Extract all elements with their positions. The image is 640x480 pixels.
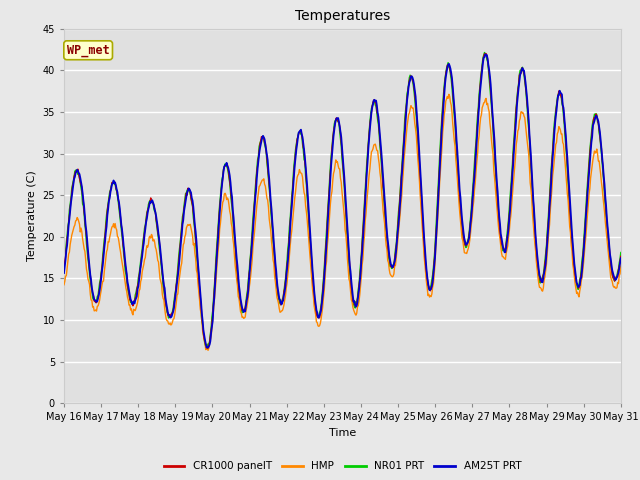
Legend: CR1000 panelT, HMP, NR01 PRT, AM25T PRT: CR1000 panelT, HMP, NR01 PRT, AM25T PRT <box>159 457 525 475</box>
Text: WP_met: WP_met <box>67 44 109 57</box>
Y-axis label: Temperature (C): Temperature (C) <box>27 170 37 262</box>
Title: Temperatures: Temperatures <box>295 10 390 24</box>
X-axis label: Time: Time <box>329 428 356 438</box>
